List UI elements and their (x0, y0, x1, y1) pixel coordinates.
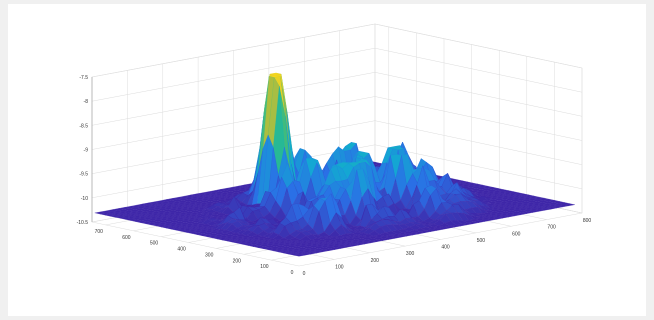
z-tick-label: -7.5 (79, 75, 88, 81)
z-tick-label: -10 (81, 196, 88, 202)
z-tick-label: -10.5 (77, 220, 89, 226)
x-tick-label: 800 (583, 218, 592, 224)
surface-facet (293, 253, 306, 257)
surface-plot[interactable]: -10.5 -10 -9.5 -9 -8.5 -8 -7.5 0 100 200 300 400 500… (8, 4, 646, 316)
x-tick-label: 300 (406, 251, 415, 257)
y-tick-label: 400 (177, 247, 186, 253)
z-tick-label: -8.5 (79, 123, 88, 129)
y-tick-label: 700 (95, 229, 104, 235)
figure: -10.5 -10 -9.5 -9 -8.5 -8 -7.5 0 100 200 300 400 500… (8, 4, 646, 316)
y-gridline (298, 68, 583, 267)
x-tick-label: 600 (512, 231, 521, 237)
x-tick-label: 400 (441, 245, 450, 251)
surface (94, 72, 575, 257)
z-tick-label: -9.5 (79, 172, 88, 178)
y-tick-label: 500 (150, 241, 159, 247)
y-tick-label: 200 (233, 258, 242, 264)
x-tick-label: 200 (371, 258, 380, 264)
y-tick-label: 100 (260, 264, 269, 270)
y-tick-label: 600 (122, 235, 131, 241)
x-tick-label: 100 (335, 264, 344, 270)
y-tick-label: 0 (291, 270, 294, 276)
x-tick-label: 0 (303, 271, 306, 277)
x-tick-label: 500 (477, 238, 486, 244)
z-tick-label: -9 (84, 148, 89, 154)
y-tick-label: 300 (205, 252, 214, 258)
z-tick-label: -8 (84, 99, 89, 105)
x-tick-label: 700 (547, 225, 556, 231)
